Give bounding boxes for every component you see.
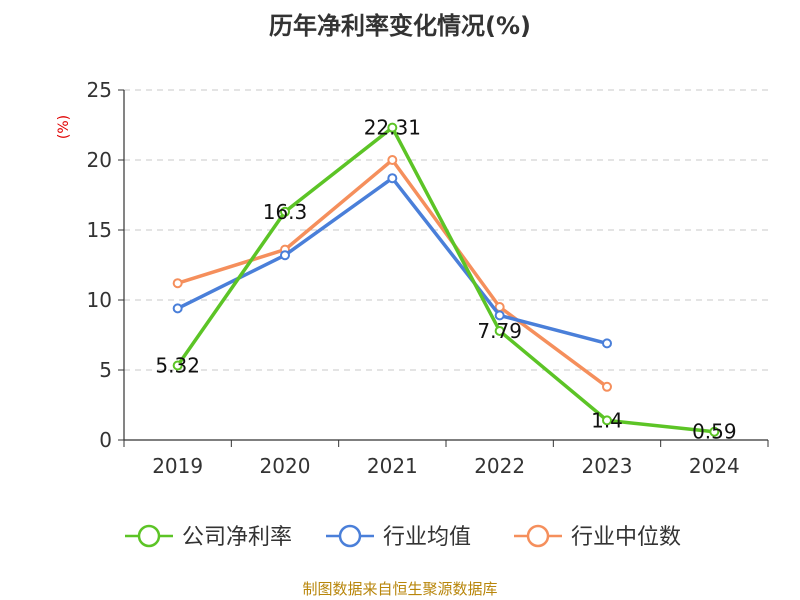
series-0 — [172, 122, 720, 437]
legend-label: 行业均值 — [383, 525, 471, 550]
legend-marker-icon — [526, 524, 550, 548]
data-point — [280, 250, 290, 261]
legend-marker-icon — [338, 524, 362, 548]
data-label: 7.79 — [477, 319, 522, 343]
data-point — [280, 206, 290, 217]
data-point — [387, 122, 398, 133]
data-point — [494, 325, 505, 336]
legend-label: 行业中位数 — [571, 525, 681, 550]
data-label: 5.32 — [155, 354, 200, 378]
data-point — [172, 278, 183, 289]
y-tick-label: 0 — [99, 428, 112, 452]
axes — [118, 89, 769, 447]
x-tick-label: 2024 — [689, 454, 740, 478]
data-point — [602, 381, 612, 392]
data-label: 22.31 — [364, 116, 421, 140]
data-point — [172, 303, 183, 314]
series-line — [176, 125, 715, 434]
y-tick-label: 15 — [87, 218, 112, 242]
series-2 — [172, 155, 612, 392]
data-label: 16.3 — [263, 200, 308, 224]
legend-item[interactable]: 公司净利率 — [125, 524, 292, 550]
x-tick-label: 2020 — [260, 454, 311, 478]
y-tick-label: 10 — [87, 288, 112, 312]
series-lines — [172, 122, 720, 437]
data-point — [387, 173, 398, 184]
data-point — [172, 360, 183, 371]
y-tick-label: 5 — [99, 358, 112, 382]
y-tick-label: 25 — [87, 78, 112, 102]
legend-item[interactable]: 行业中位数 — [514, 524, 681, 550]
data-point — [387, 155, 398, 165]
data-point — [602, 338, 612, 349]
source-note: 制图数据来自恒生聚源数据库 — [302, 580, 497, 598]
x-tick-label: 2022 — [474, 454, 525, 478]
data-point — [494, 310, 505, 321]
series-line — [176, 176, 608, 346]
data-labels: 5.32 16.3 22.31 7.79 1.4 0.59 — [155, 116, 736, 444]
legend[interactable]: 公司净利率 行业均值 行业中位数 — [125, 524, 681, 550]
data-label: 0.59 — [692, 420, 737, 444]
data-label: 1.4 — [591, 408, 623, 432]
data-point — [602, 415, 612, 426]
series-1 — [172, 173, 612, 349]
y-axis-unit: (%) — [56, 115, 72, 139]
y-tick-labels: 0 5 10 15 20 25 — [87, 78, 112, 452]
legend-item[interactable]: 行业均值 — [326, 524, 471, 550]
legend-marker-icon — [137, 524, 161, 548]
legend-label: 公司净利率 — [182, 525, 292, 550]
x-tick-labels: 2019 2020 2021 2022 2023 2024 — [152, 454, 740, 478]
data-point — [709, 426, 720, 437]
x-tick-label: 2019 — [152, 454, 203, 478]
x-tick-label: 2023 — [582, 454, 633, 478]
chart-title: 历年净利率变化情况(%) — [269, 12, 531, 40]
y-tick-label: 20 — [87, 148, 112, 172]
x-tick-label: 2021 — [367, 454, 418, 478]
